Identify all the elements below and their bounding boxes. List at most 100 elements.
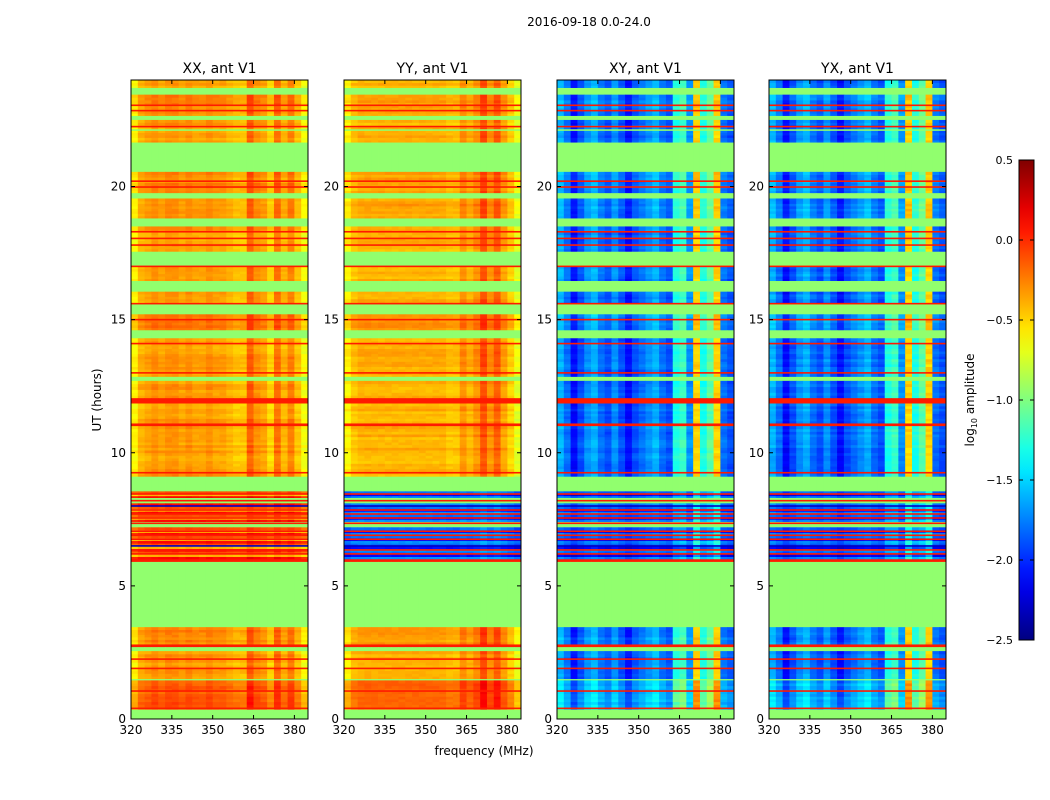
heatmap-cell [273, 276, 282, 279]
heatmap-cell [233, 115, 241, 121]
heatmap-cell [199, 691, 207, 695]
heatmap-cell [239, 426, 248, 430]
heatmap-cell [144, 491, 152, 494]
heatmap-cell [226, 709, 234, 720]
heatmap-cell [280, 353, 288, 357]
heatmap-cell [287, 298, 295, 302]
heatmap-cell [151, 218, 159, 227]
heatmap-cell [301, 369, 309, 373]
heatmap-cell [192, 301, 200, 305]
heatmap-cell [246, 193, 254, 199]
heatmap-cell [212, 491, 220, 494]
heatmap-cell [301, 80, 309, 84]
heatmap-cell [212, 403, 220, 407]
heatmap-cell [267, 314, 275, 318]
heatmap-cell [144, 99, 152, 104]
heatmap-cell [280, 80, 288, 84]
heatmap-cell [301, 629, 309, 633]
heatmap-cell [287, 119, 295, 123]
heatmap-cell [287, 137, 295, 141]
heatmap-cell [158, 543, 166, 547]
heatmap-cell [273, 205, 282, 209]
heatmap-cell [294, 301, 302, 305]
heatmap-cell [151, 436, 159, 440]
heatmap-cell [280, 436, 288, 440]
heatmap-cell [205, 491, 214, 494]
heatmap-cell [267, 229, 275, 233]
heatmap-cell [219, 398, 227, 404]
heatmap-cell [151, 434, 159, 438]
heatmap-cell [199, 364, 207, 367]
heatmap-cell [205, 670, 214, 674]
heatmap-cell [219, 442, 227, 446]
heatmap-cell [192, 386, 200, 390]
heatmap-cell [205, 343, 214, 347]
heatmap-cell [219, 659, 227, 663]
heatmap-cell [260, 679, 268, 681]
heatmap-cell [144, 673, 152, 677]
heatmap-cell [425, 85, 433, 89]
heatmap-cell [371, 107, 379, 112]
heatmap-cell [199, 670, 207, 674]
heatmap-cell [158, 699, 166, 703]
heatmap-cell [260, 410, 268, 414]
heatmap-cell [287, 431, 295, 435]
heatmap-cell [165, 639, 173, 643]
heatmap-cell [280, 709, 288, 720]
heatmap-cell [185, 203, 193, 207]
heatmap-cell [233, 553, 241, 557]
heatmap-cell [233, 476, 241, 492]
heatmap-cell [137, 685, 146, 689]
heatmap-cell [233, 278, 241, 282]
heatmap-cell [439, 80, 447, 84]
heatmap-cell [131, 685, 139, 689]
heatmap-cell [418, 110, 427, 114]
heatmap-cell [301, 696, 309, 700]
heatmap-cell [239, 491, 248, 494]
heatmap-cell [212, 340, 220, 344]
heatmap-cell [226, 420, 234, 424]
heatmap-cell [239, 294, 248, 297]
heatmap-cell [144, 102, 152, 106]
heatmap-cell [205, 380, 214, 385]
heatmap-cell [192, 208, 200, 212]
heatmap-cell [273, 361, 282, 365]
heatmap-cell [260, 460, 268, 464]
heatmap-cell [287, 226, 295, 230]
heatmap-cell [287, 532, 295, 536]
heatmap-cell [178, 644, 186, 648]
heatmap-cell [253, 553, 261, 557]
heatmap-cell [287, 97, 295, 101]
heatmap-cell [131, 683, 139, 687]
heatmap-cell [165, 450, 173, 454]
heatmap-cell [185, 80, 193, 84]
heatmap-cell [233, 543, 241, 547]
heatmap-cell [171, 491, 180, 494]
heatmap-cell [199, 503, 207, 507]
heatmap-cell [294, 418, 302, 422]
heatmap-cell [280, 340, 288, 344]
heatmap-cell [226, 696, 234, 700]
heatmap-cell [192, 410, 200, 414]
heatmap-cell [212, 171, 220, 175]
heatmap-cell [171, 240, 180, 244]
heatmap-cell [205, 659, 214, 663]
heatmap-cell [486, 105, 495, 109]
heatmap-cell [199, 468, 207, 472]
heatmap-cell [301, 105, 309, 109]
heatmap-cell [158, 343, 166, 347]
heatmap-cell [205, 240, 214, 244]
heatmap-cell [165, 127, 173, 131]
heatmap-cell [239, 340, 248, 344]
heatmap-cell [294, 420, 302, 424]
heatmap-cell [301, 324, 309, 329]
heatmap-cell [500, 107, 508, 112]
heatmap-cell [185, 298, 193, 302]
heatmap-cell [185, 301, 193, 305]
heatmap-cell [158, 369, 166, 373]
heatmap-cell [273, 458, 282, 462]
heatmap-cell [253, 386, 261, 390]
heatmap-cell [165, 208, 173, 212]
heatmap-cell [212, 405, 220, 409]
heatmap-cell [378, 82, 386, 86]
